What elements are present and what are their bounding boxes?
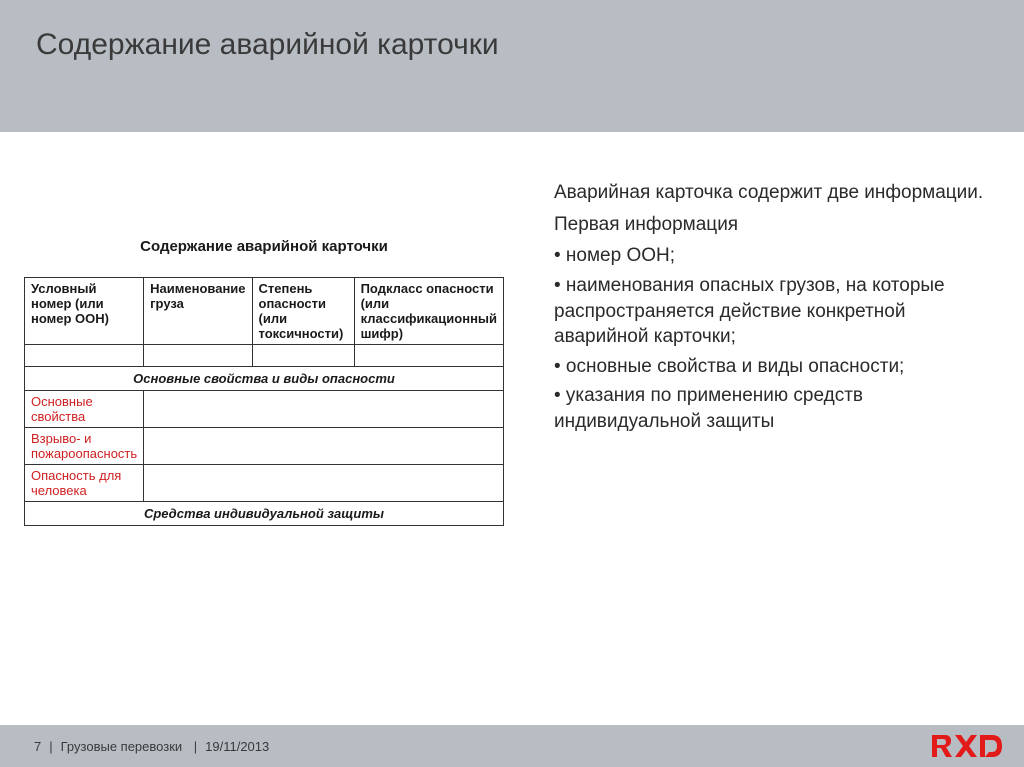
text-column: Аварийная карточка содержит две информац… bbox=[520, 180, 990, 526]
paragraph: Аварийная карточка содержит две информац… bbox=[520, 180, 990, 206]
rzd-logo bbox=[930, 731, 1004, 761]
paragraph: Первая информация bbox=[520, 212, 990, 238]
table-column: Содержание аварийной карточки Условный н… bbox=[24, 180, 504, 526]
bullet-item: • наименования опасных грузов, на которы… bbox=[520, 273, 990, 350]
table-header-cell: Наименование груза bbox=[144, 278, 252, 345]
table-row-label: Основные свойства bbox=[25, 391, 144, 428]
footer-divider: | bbox=[49, 739, 52, 754]
table-section-title: Средства индивидуальной защиты bbox=[25, 502, 504, 526]
table-cell bbox=[144, 345, 252, 367]
table-row: Основные свойства bbox=[25, 391, 504, 428]
table-cell bbox=[252, 345, 354, 367]
footer-subject: Грузовые перевозки bbox=[61, 739, 183, 754]
table-section-title: Основные свойства и виды опасности bbox=[25, 367, 504, 391]
bullet-item: • указания по применению средств индивид… bbox=[520, 383, 990, 434]
table-header-cell: Степень опасности (или токсичности) bbox=[252, 278, 354, 345]
emergency-card-table: Условный номер (или номер ООН) Наименова… bbox=[24, 277, 504, 526]
table-cell bbox=[354, 345, 503, 367]
table-row bbox=[25, 345, 504, 367]
slide-title: Содержание аварийной карточки bbox=[36, 28, 988, 62]
table-caption: Содержание аварийной карточки bbox=[24, 238, 504, 255]
table-cell bbox=[144, 428, 504, 465]
table-cell bbox=[144, 465, 504, 502]
table-row-label: Опасность для человека bbox=[25, 465, 144, 502]
table-row: Взрыво- и пожароопасность bbox=[25, 428, 504, 465]
table-cell bbox=[25, 345, 144, 367]
table-header-row: Условный номер (или номер ООН) Наименова… bbox=[25, 278, 504, 345]
footer-band: 7 | Грузовые перевозки | 19/11/2013 bbox=[0, 725, 1024, 767]
header-band: Содержание аварийной карточки bbox=[0, 0, 1024, 132]
table-section-row: Основные свойства и виды опасности bbox=[25, 367, 504, 391]
footer-date: 19/11/2013 bbox=[205, 739, 269, 754]
footer-divider: | bbox=[190, 739, 197, 754]
table-header-cell: Подкласс опасности (или классификационны… bbox=[354, 278, 503, 345]
table-header-cell: Условный номер (или номер ООН) bbox=[25, 278, 144, 345]
bullet-item: • основные свойства и виды опасности; bbox=[520, 354, 990, 380]
table-row: Опасность для человека bbox=[25, 465, 504, 502]
page-number: 7 bbox=[34, 739, 41, 754]
table-section-row: Средства индивидуальной защиты bbox=[25, 502, 504, 526]
table-cell bbox=[144, 391, 504, 428]
content-area: Содержание аварийной карточки Условный н… bbox=[0, 132, 1024, 526]
bullet-item: • номер ООН; bbox=[520, 243, 990, 269]
table-row-label: Взрыво- и пожароопасность bbox=[25, 428, 144, 465]
